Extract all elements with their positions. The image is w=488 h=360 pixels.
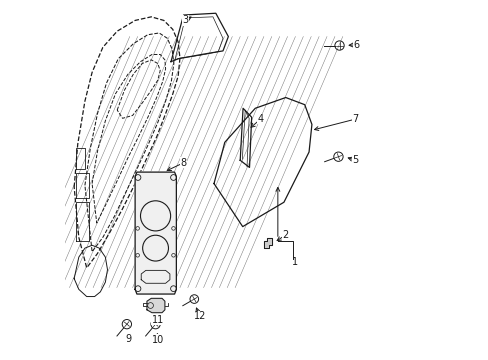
Text: 9: 9 bbox=[124, 333, 131, 343]
Text: 5: 5 bbox=[352, 155, 358, 165]
Text: 8: 8 bbox=[180, 158, 186, 168]
Polygon shape bbox=[264, 238, 272, 248]
Text: 11: 11 bbox=[151, 315, 163, 325]
Text: 1: 1 bbox=[291, 257, 297, 267]
Text: 4: 4 bbox=[257, 114, 263, 124]
Text: 10: 10 bbox=[152, 334, 164, 345]
Text: 7: 7 bbox=[352, 114, 358, 124]
Text: 6: 6 bbox=[353, 40, 359, 50]
Text: 2: 2 bbox=[282, 230, 288, 240]
Polygon shape bbox=[135, 172, 176, 294]
Polygon shape bbox=[147, 298, 164, 313]
Text: 3: 3 bbox=[182, 15, 188, 26]
Text: 12: 12 bbox=[193, 311, 205, 321]
